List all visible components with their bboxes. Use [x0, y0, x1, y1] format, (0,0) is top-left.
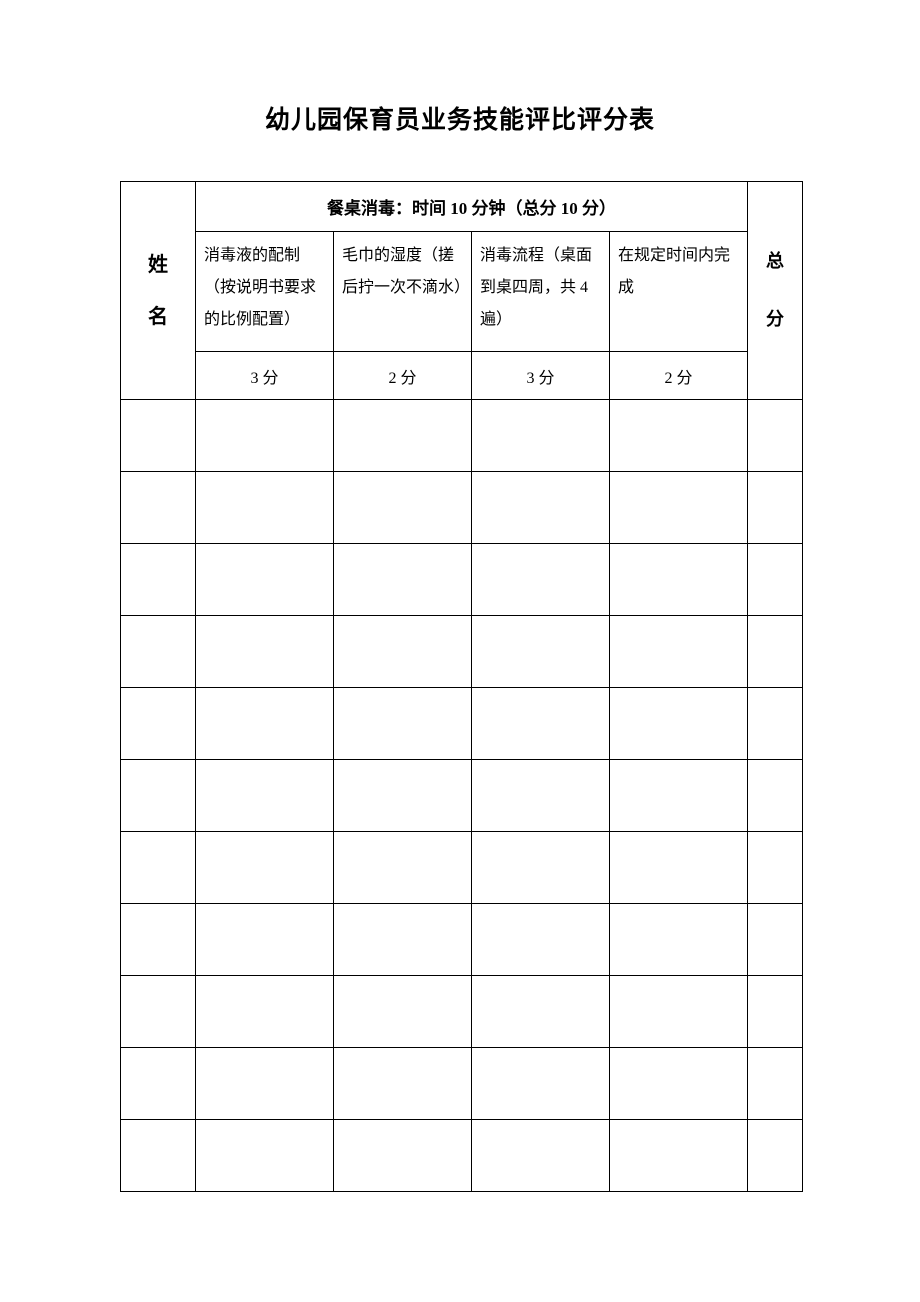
- empty-cell: [748, 616, 803, 688]
- empty-cell: [748, 544, 803, 616]
- table-row: [121, 616, 803, 688]
- empty-cell: [334, 544, 472, 616]
- empty-cell: [610, 760, 748, 832]
- empty-cell: [472, 976, 610, 1048]
- total-header-char2: 分: [748, 291, 802, 349]
- empty-cell: [121, 904, 196, 976]
- empty-cell: [334, 832, 472, 904]
- total-column-header: 总 分: [748, 182, 803, 400]
- table-row: [121, 976, 803, 1048]
- empty-cell: [334, 688, 472, 760]
- empty-cell: [196, 544, 334, 616]
- empty-cell: [334, 904, 472, 976]
- empty-cell: [196, 1120, 334, 1192]
- empty-cell: [748, 400, 803, 472]
- empty-cell: [610, 904, 748, 976]
- scoring-table: 姓 名 餐桌消毒：时间 10 分钟（总分 10 分） 总 分 消毒液的配制（按说…: [120, 181, 803, 1192]
- empty-cell: [610, 472, 748, 544]
- criteria-score-2: 2 分: [334, 352, 472, 400]
- empty-cell: [472, 616, 610, 688]
- empty-cell: [121, 688, 196, 760]
- empty-cell: [196, 616, 334, 688]
- table-row: [121, 1048, 803, 1120]
- total-header-char1: 总: [748, 233, 802, 291]
- table-row: [121, 472, 803, 544]
- empty-cell: [472, 1120, 610, 1192]
- empty-cell: [748, 1048, 803, 1120]
- empty-cell: [610, 616, 748, 688]
- empty-cell: [472, 1048, 610, 1120]
- criteria-score-3: 3 分: [472, 352, 610, 400]
- empty-cell: [472, 400, 610, 472]
- empty-cell: [610, 976, 748, 1048]
- empty-cell: [121, 832, 196, 904]
- empty-cell: [196, 472, 334, 544]
- criteria-description-3: 消毒流程（桌面到桌四周，共 4 遍）: [472, 232, 610, 352]
- empty-cell: [196, 400, 334, 472]
- empty-cell: [610, 688, 748, 760]
- table-row: [121, 400, 803, 472]
- empty-cell: [334, 1048, 472, 1120]
- section-header: 餐桌消毒：时间 10 分钟（总分 10 分）: [196, 182, 748, 232]
- criteria-score-4: 2 分: [610, 352, 748, 400]
- empty-cell: [610, 1120, 748, 1192]
- empty-cell: [610, 832, 748, 904]
- criteria-description-1: 消毒液的配制（按说明书要求的比例配置）: [196, 232, 334, 352]
- criteria-description-4: 在规定时间内完成: [610, 232, 748, 352]
- table-row: [121, 760, 803, 832]
- empty-cell: [472, 472, 610, 544]
- empty-cell: [121, 1048, 196, 1120]
- empty-cell: [472, 832, 610, 904]
- empty-cell: [121, 472, 196, 544]
- name-header-char1: 姓: [121, 239, 195, 291]
- empty-cell: [121, 760, 196, 832]
- criteria-description-2: 毛巾的湿度（搓后拧一次不滴水）: [334, 232, 472, 352]
- empty-cell: [610, 400, 748, 472]
- empty-cell: [196, 760, 334, 832]
- empty-cell: [472, 904, 610, 976]
- empty-cell: [334, 400, 472, 472]
- empty-cell: [748, 832, 803, 904]
- empty-cell: [610, 544, 748, 616]
- empty-cell: [121, 544, 196, 616]
- empty-cell: [121, 1120, 196, 1192]
- table-row: [121, 904, 803, 976]
- empty-cell: [334, 616, 472, 688]
- document-title: 幼儿园保育员业务技能评比评分表: [120, 100, 800, 136]
- empty-cell: [472, 688, 610, 760]
- empty-cell: [121, 400, 196, 472]
- criteria-score-1: 3 分: [196, 352, 334, 400]
- name-header-char2: 名: [121, 291, 195, 343]
- empty-cell: [334, 976, 472, 1048]
- table-row: [121, 544, 803, 616]
- empty-cell: [334, 472, 472, 544]
- empty-cell: [196, 1048, 334, 1120]
- empty-cell: [748, 760, 803, 832]
- table-row: [121, 1120, 803, 1192]
- empty-cell: [196, 832, 334, 904]
- empty-cell: [748, 1120, 803, 1192]
- empty-cell: [196, 904, 334, 976]
- name-column-header: 姓 名: [121, 182, 196, 400]
- empty-cell: [472, 760, 610, 832]
- empty-cell: [610, 1048, 748, 1120]
- empty-cell: [121, 616, 196, 688]
- empty-cell: [121, 976, 196, 1048]
- empty-cell: [196, 976, 334, 1048]
- empty-cell: [748, 472, 803, 544]
- empty-cell: [196, 688, 334, 760]
- empty-cell: [748, 976, 803, 1048]
- empty-cell: [334, 760, 472, 832]
- empty-cell: [472, 544, 610, 616]
- table-row: [121, 688, 803, 760]
- empty-cell: [748, 688, 803, 760]
- empty-cell: [334, 1120, 472, 1192]
- table-row: [121, 832, 803, 904]
- empty-cell: [748, 904, 803, 976]
